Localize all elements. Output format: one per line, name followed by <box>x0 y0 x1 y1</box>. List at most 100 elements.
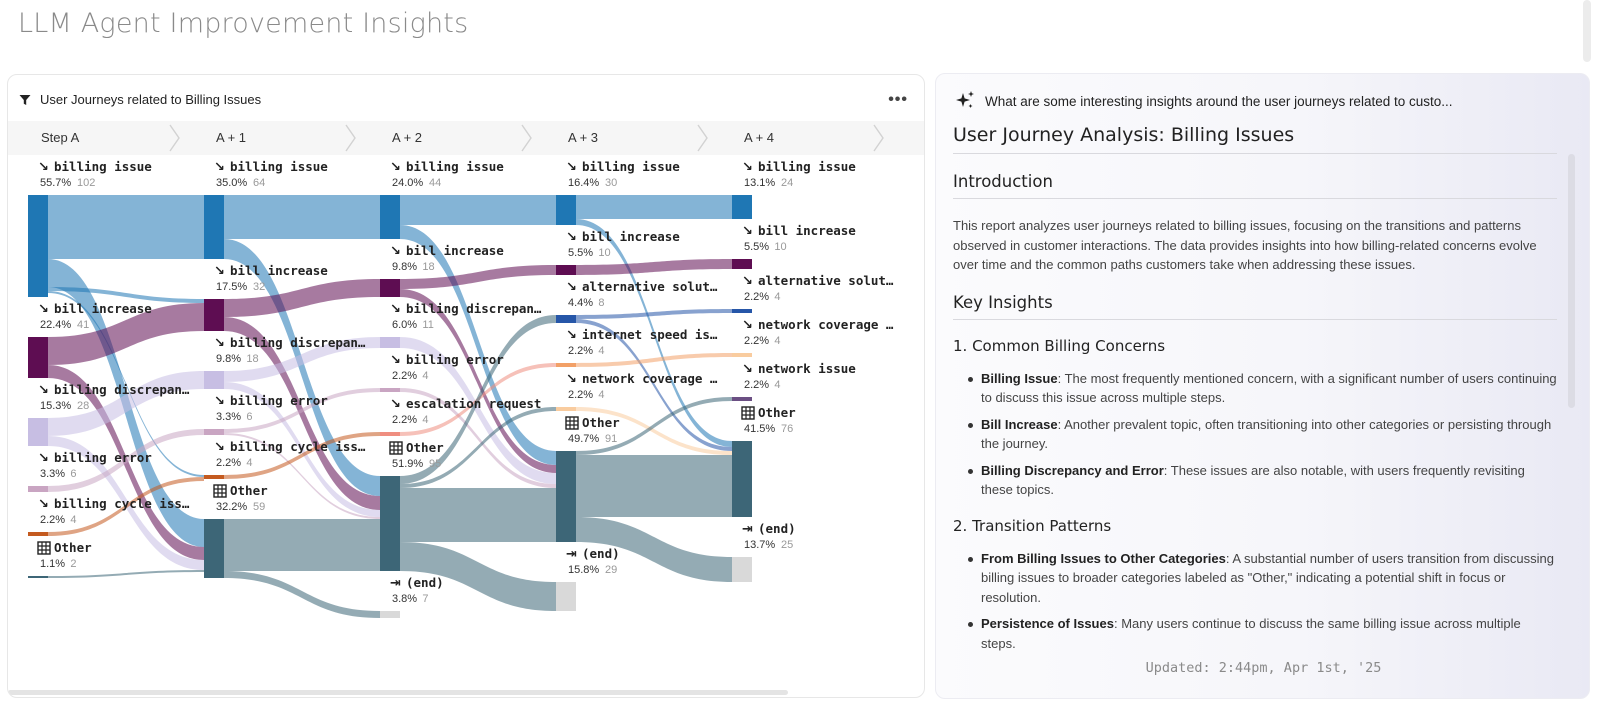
horizontal-scrollbar[interactable] <box>8 690 788 695</box>
panel-scrollbar[interactable] <box>1568 154 1575 408</box>
sankey-link-d-other-to-e-other[interactable] <box>576 455 732 517</box>
sankey-link-b-billing-error-to-c-billing-error[interactable] <box>224 388 380 433</box>
sankey-node-bar[interactable] <box>732 259 752 269</box>
sankey-node-b-billing-discrepancy[interactable]: ↘ billing discrepan… 9.8% 18 <box>204 335 366 389</box>
sankey-link-c-billing-issue-to-d-billing-issue[interactable] <box>400 195 556 225</box>
sankey-node-bar[interactable] <box>204 475 224 479</box>
sankey-link-b-bill-increase-to-c-bill-increase[interactable] <box>224 279 380 317</box>
sankey-link-d-network-coverage-to-e-other[interactable] <box>576 407 732 455</box>
sankey-node-bar[interactable] <box>380 337 400 348</box>
sankey-link-b-billing-issue-to-c-billing-issue[interactable] <box>224 195 380 239</box>
sankey-link-a-billing-discrepancy-to-b-other[interactable] <box>48 436 204 570</box>
sankey-node-e-network-issue[interactable]: ↘ network issue 2.2% 4 <box>732 361 856 401</box>
sankey-link-b-billing-error-to-c-other[interactable] <box>224 433 380 519</box>
sankey-node-bar[interactable] <box>28 337 48 378</box>
sankey-node-bar[interactable] <box>380 611 400 618</box>
sankey-node-d-billing-issue[interactable]: ↘ billing issue 16.4% 30 <box>556 159 680 225</box>
sankey-link-a-billing-discrepancy-to-b-billing-discrepancy[interactable] <box>48 371 204 436</box>
sankey-node-bar[interactable] <box>556 451 576 542</box>
sankey-node-c-end[interactable]: ⇥ (end) 3.8% 7 <box>380 575 444 618</box>
sankey-node-bar[interactable] <box>204 195 224 259</box>
sankey-node-e-end[interactable]: ⇥ (end) 13.7% 25 <box>732 521 796 582</box>
sankey-node-e-other[interactable]: Other 41.5% 76 <box>732 405 796 517</box>
sankey-link-c-billing-issue-to-d-other[interactable] <box>400 225 556 465</box>
sankey-link-a-billing-issue-to-b-billing-issue[interactable] <box>48 195 204 259</box>
more-options-icon[interactable]: ••• <box>888 91 908 108</box>
sankey-node-bar[interactable] <box>732 353 752 357</box>
sankey-link-b-billing-discrepancy-to-c-other[interactable] <box>224 382 380 517</box>
page-scrollbar[interactable] <box>1583 0 1591 62</box>
sankey-node-bar[interactable] <box>380 279 400 297</box>
sankey-node-d-end[interactable]: ⇥ (end) 15.8% 29 <box>556 546 620 611</box>
sankey-link-c-other-to-d-alternative[interactable] <box>400 315 556 484</box>
sankey-node-a-bill-increase[interactable]: ↘ bill increase 22.4% 41 <box>28 301 152 378</box>
sankey-node-e-network-coverage[interactable]: ↘ network coverage … 2.2% 4 <box>732 317 894 357</box>
sankey-link-a-billing-error-to-b-billing-error[interactable] <box>48 429 204 492</box>
sankey-node-bar[interactable] <box>732 557 752 582</box>
sankey-link-a-bill-increase-to-b-bill-increase[interactable] <box>48 303 204 365</box>
sankey-link-b-bill-increase-to-c-other[interactable] <box>224 317 380 510</box>
filter-icon[interactable] <box>19 94 31 106</box>
sankey-link-a-billing-cycle-to-b-billing-cycle[interactable] <box>48 477 204 536</box>
sankey-link-c-bill-increase-to-d-bill-increase[interactable] <box>400 265 556 289</box>
sankey-node-bar[interactable] <box>732 309 752 313</box>
sankey-node-e-billing-issue[interactable]: ↘ billing issue 13.1% 24 <box>732 159 856 219</box>
sankey-node-c-escalation[interactable]: ↘ escalation request 2.2% 4 <box>380 396 541 436</box>
sankey-link-d-alternative-to-e-alternative[interactable] <box>576 309 732 319</box>
sankey-node-b-other[interactable]: Other 32.2% 59 <box>204 483 268 578</box>
sankey-node-bar[interactable] <box>204 299 224 331</box>
sankey-node-bar[interactable] <box>556 363 576 367</box>
sankey-node-b-billing-error[interactable]: ↘ billing error 3.3% 6 <box>204 393 328 435</box>
sankey-node-a-billing-issue[interactable]: ↘ billing issue 55.7% 102 <box>28 159 152 297</box>
sankey-node-c-other[interactable]: Other 51.9% 95 <box>380 440 444 571</box>
sankey-node-d-internet-speed[interactable]: ↘ internet speed is… 2.2% 4 <box>556 327 718 367</box>
sankey-node-bar[interactable] <box>732 441 752 517</box>
sankey-link-d-internet-speed-to-e-network-coverage[interactable] <box>576 353 732 367</box>
sankey-node-bar[interactable] <box>28 576 48 578</box>
sankey-node-c-billing-discrepancy[interactable]: ↘ billing discrepan… 6.0% 11 <box>380 301 542 348</box>
sankey-node-bar[interactable] <box>204 371 224 389</box>
sankey-link-d-alternative-to-e-other[interactable] <box>576 319 732 451</box>
sankey-node-bar[interactable] <box>28 486 48 492</box>
sankey-link-b-other-to-c-end[interactable] <box>224 571 380 618</box>
sankey-link-d-other-to-e-end[interactable] <box>576 517 732 582</box>
sankey-link-d-billing-issue-to-e-other[interactable] <box>576 219 732 447</box>
sankey-node-d-other[interactable]: Other 49.7% 91 <box>556 415 620 542</box>
sankey-link-c-bill-increase-to-d-other[interactable] <box>400 289 556 473</box>
sankey-node-b-billing-cycle[interactable]: ↘ billing cycle iss… 2.2% 4 <box>204 439 366 479</box>
sankey-node-bar[interactable] <box>556 582 576 611</box>
sankey-node-bar[interactable] <box>380 432 400 436</box>
sankey-link-b-billing-issue-to-c-other[interactable] <box>224 239 380 496</box>
sankey-node-bar[interactable] <box>204 429 224 435</box>
sankey-link-d-other-to-e-network-issue[interactable] <box>576 397 732 455</box>
sankey-node-bar[interactable] <box>28 418 48 446</box>
sankey-link-c-billing-discrepancy-to-d-other[interactable] <box>400 337 556 484</box>
sankey-node-bar[interactable] <box>732 397 752 401</box>
sankey-link-a-other-to-b-other[interactable] <box>48 570 204 578</box>
sankey-link-d-billing-issue-to-e-billing-issue[interactable] <box>576 195 732 219</box>
sankey-node-bar[interactable] <box>28 532 48 536</box>
sankey-link-c-other-to-d-other[interactable] <box>400 488 556 542</box>
sankey-node-bar[interactable] <box>380 195 400 239</box>
sankey-link-c-billing-error-to-d-other[interactable] <box>400 388 556 488</box>
sankey-node-bar[interactable] <box>556 315 576 323</box>
sankey-node-b-billing-issue[interactable]: ↘ billing issue 35.0% 64 <box>204 159 328 259</box>
sankey-node-c-billing-error[interactable]: ↘ billing error 2.2% 4 <box>380 352 504 392</box>
sankey-node-b-bill-increase[interactable]: ↘ bill increase 17.5% 32 <box>204 263 328 331</box>
sankey-node-d-bill-increase[interactable]: ↘ bill increase 5.5% 10 <box>556 229 680 275</box>
sankey-link-a-billing-issue-to-b-billing-cycle[interactable] <box>48 291 204 477</box>
sankey-node-bar[interactable] <box>732 195 752 219</box>
sankey-node-d-alternative[interactable]: ↘ alternative solut… 4.4% 8 <box>556 279 718 323</box>
sankey-node-e-alternative[interactable]: ↘ alternative solut… 2.2% 4 <box>732 273 894 313</box>
sankey-node-bar[interactable] <box>380 388 400 392</box>
sankey-link-a-billing-issue-to-b-bill-increase[interactable] <box>48 287 204 303</box>
sankey-link-d-bill-increase-to-e-bill-increase[interactable] <box>576 259 732 275</box>
sankey-link-c-other-to-d-end[interactable] <box>400 542 556 611</box>
sankey-node-c-bill-increase[interactable]: ↘ bill increase 9.8% 18 <box>380 243 504 297</box>
sankey-node-bar[interactable] <box>556 265 576 275</box>
sankey-node-a-other[interactable]: Other 1.1% 2 <box>28 540 92 578</box>
sankey-node-bar[interactable] <box>204 519 224 578</box>
sankey-node-a-billing-discrepancy[interactable]: ↘ billing discrepan… 15.3% 28 <box>28 382 190 446</box>
sankey-link-c-other-to-d-network-coverage[interactable] <box>400 407 556 488</box>
